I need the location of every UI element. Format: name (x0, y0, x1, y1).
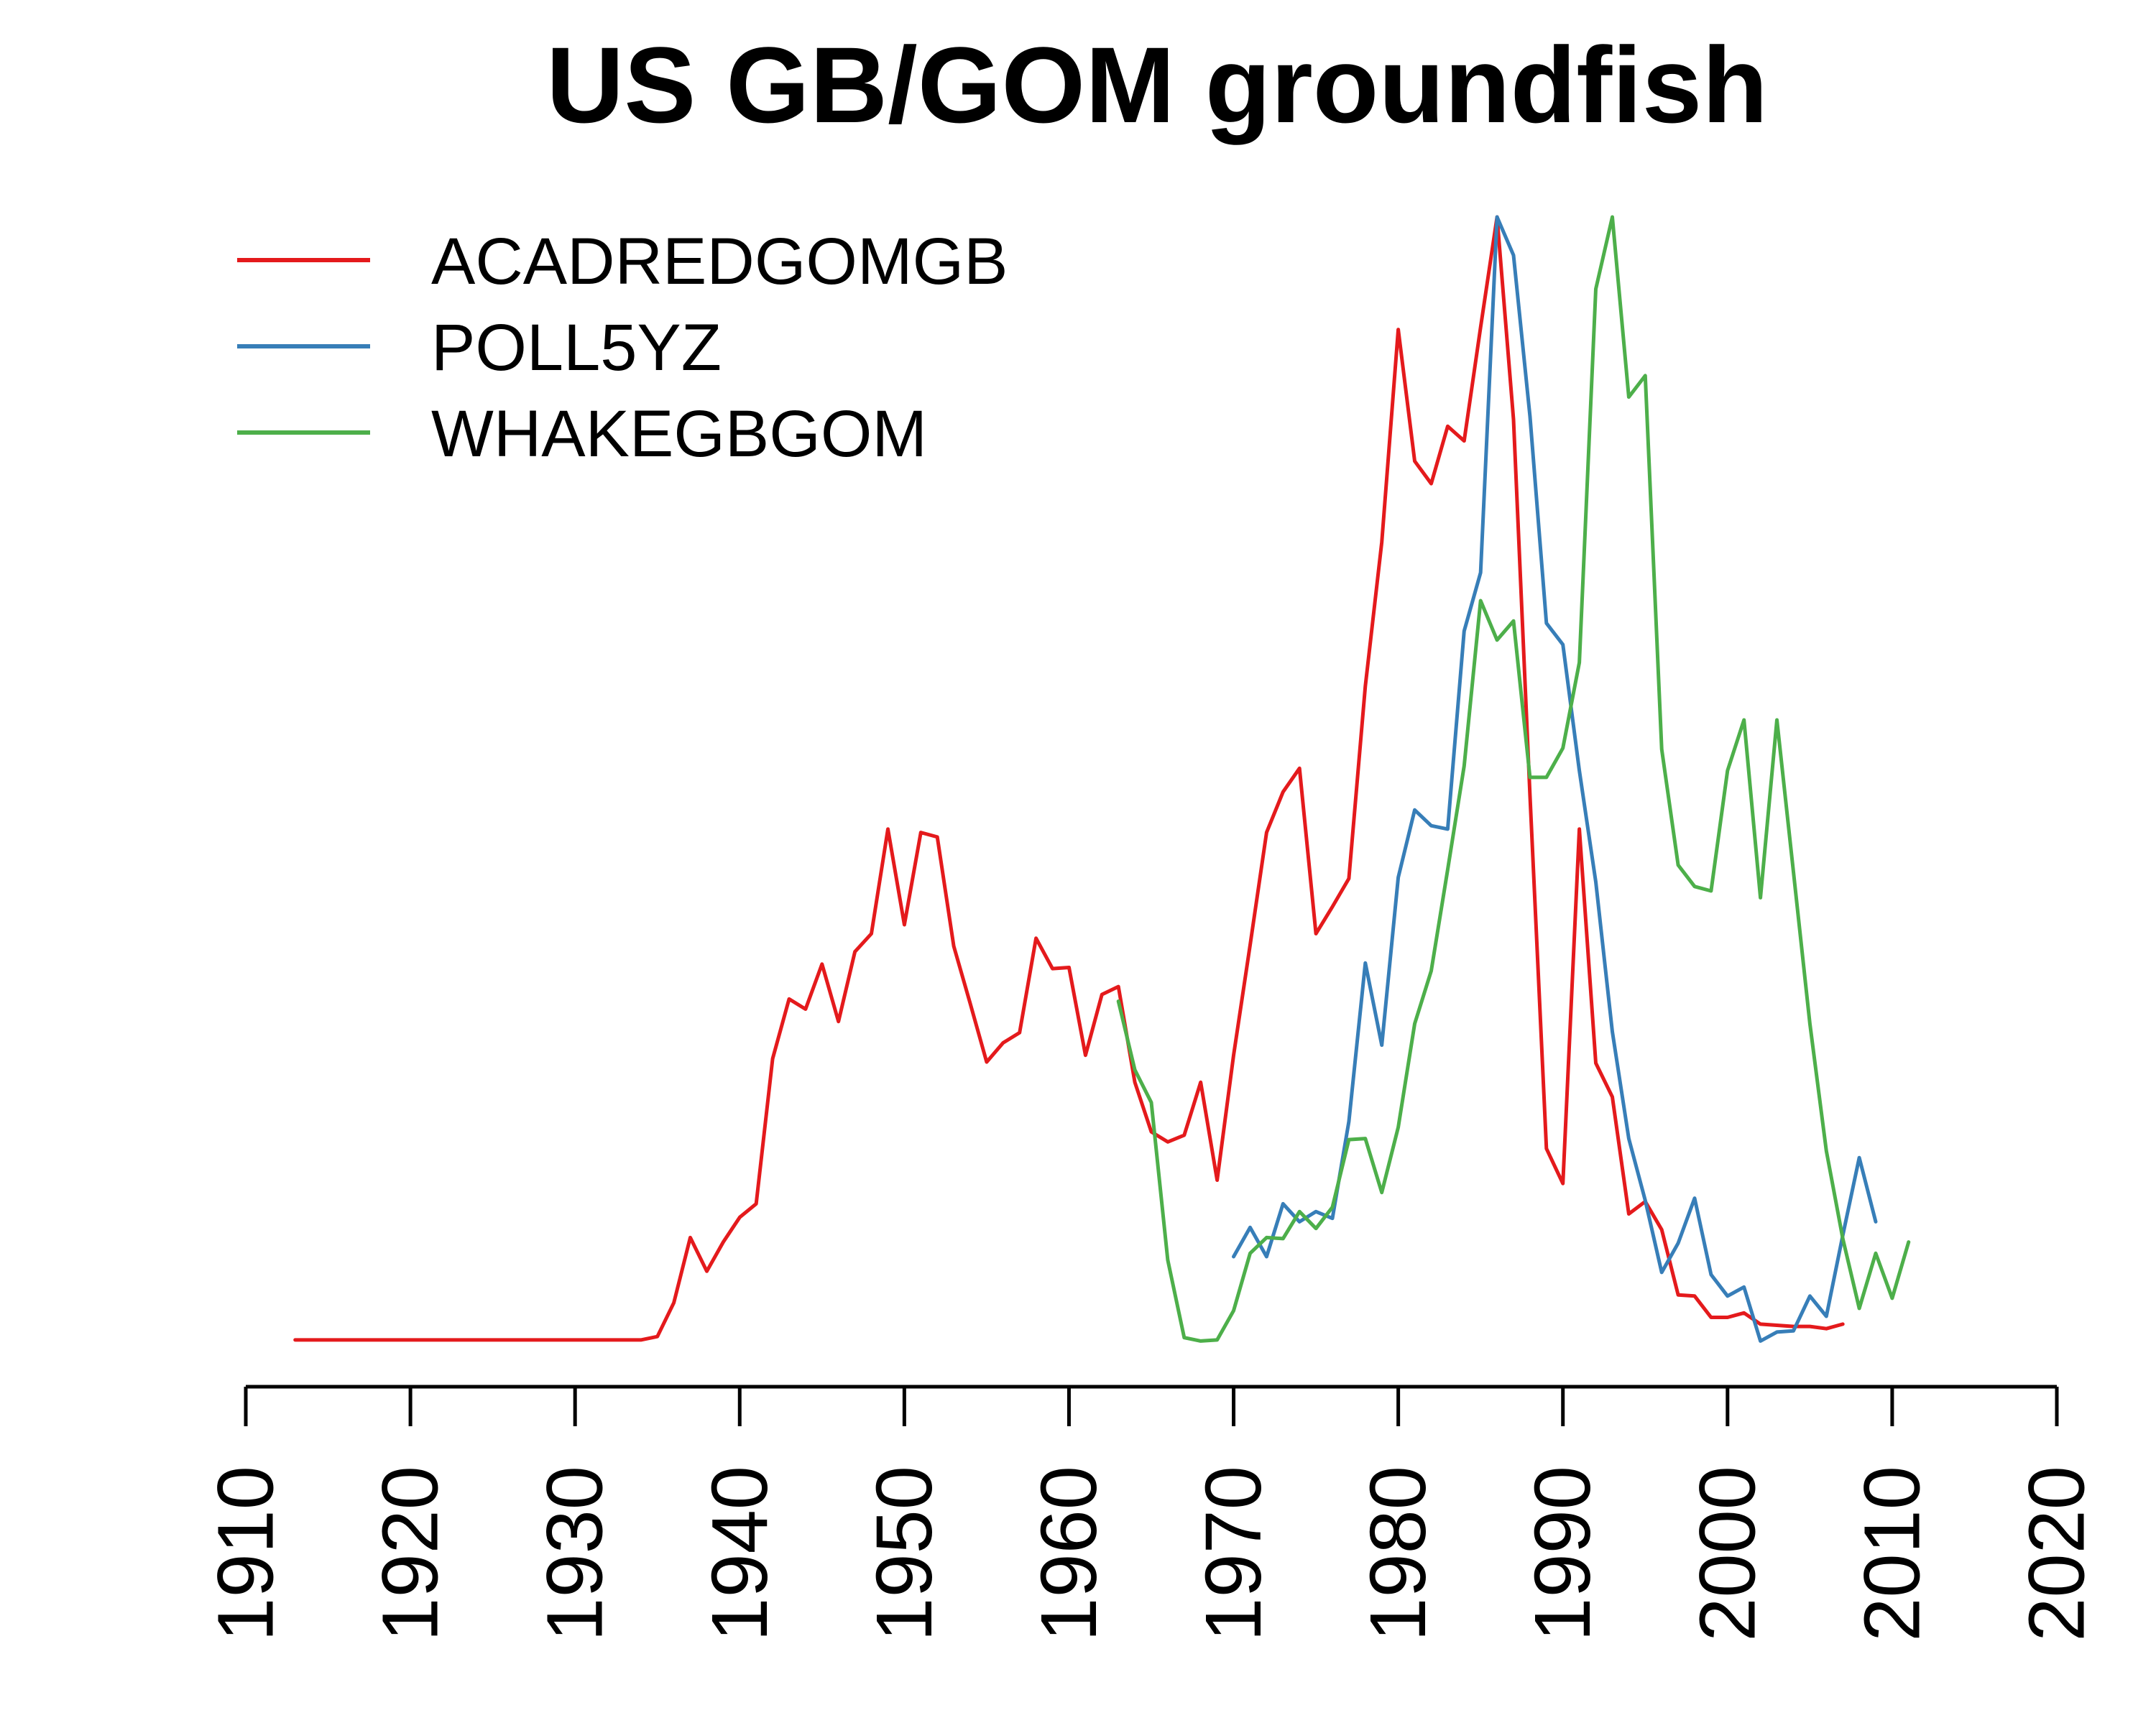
series-line-acadredgomgb (293, 215, 1845, 1342)
series-line-poll5yz (1232, 215, 1878, 1343)
x-tick-label: 1940 (696, 1466, 784, 1642)
x-tick-label: 1970 (1189, 1466, 1278, 1642)
series-layer (293, 215, 1911, 1343)
x-tick-label: 1930 (531, 1466, 619, 1642)
x-tick-label: 1910 (202, 1466, 290, 1642)
x-tick-label: 1950 (860, 1466, 949, 1642)
legend-label-poll5yz: POLL5YZ (431, 311, 722, 384)
x-tick-label: 2000 (1683, 1466, 1772, 1642)
chart-title: US GB/GOM groundfish (546, 24, 1768, 145)
legend: ACADREDGOMGB POLL5YZ WHAKEGBGOM (237, 225, 1008, 471)
legend-label-whakegbgom: WHAKEGBGOM (431, 397, 927, 471)
series-line-whakegbgom (1116, 215, 1911, 1343)
x-tick-label: 1990 (1519, 1466, 1607, 1642)
x-tick-label: 2010 (1848, 1466, 1936, 1642)
x-tick-label: 2020 (2013, 1466, 2101, 1642)
x-tick-label: 1920 (367, 1466, 455, 1642)
x-tick-label: 1960 (1025, 1466, 1113, 1642)
x-tick-label: 1980 (1354, 1466, 1442, 1642)
legend-label-acadredgomgb: ACADREDGOMGB (431, 225, 1008, 298)
x-axis: 1910 1920 1930 1940 1950 1960 1970 1980 1990 2000… (202, 1385, 2101, 1642)
